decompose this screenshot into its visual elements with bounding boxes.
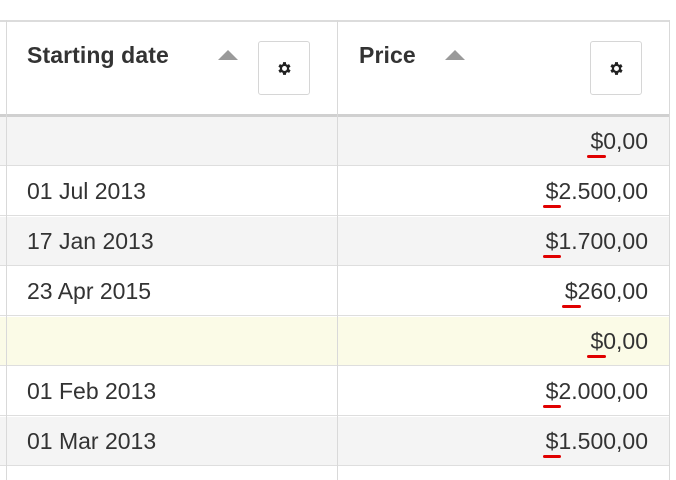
header-top-border xyxy=(0,20,670,22)
cell-price: $260,00 xyxy=(561,278,648,308)
currency-symbol: $ xyxy=(542,228,562,258)
price-amount: 2.500,00 xyxy=(558,178,648,204)
column-title-price: Price xyxy=(359,42,416,68)
cell-starting-date: 17 Jan 2013 xyxy=(27,228,154,254)
price-amount: 0,00 xyxy=(603,128,648,154)
cell-price: $2.000,00 xyxy=(542,378,648,408)
column-settings-button-price[interactable] xyxy=(590,41,642,95)
column-header-starting-date[interactable]: Starting date xyxy=(0,22,337,114)
price-amount: 1.500,00 xyxy=(558,428,648,454)
cell-starting-date: 01 Mar 2013 xyxy=(27,428,157,454)
table-row[interactable]: $0,00 xyxy=(0,117,670,166)
header-bottom-border xyxy=(0,114,670,117)
cell-starting-date: 01 Feb 2013 xyxy=(27,378,157,404)
table-row[interactable]: 23 Apr 2015 $260,00 xyxy=(0,267,670,316)
currency-symbol: $ xyxy=(542,378,562,408)
column-settings-button-starting-date[interactable] xyxy=(258,41,310,95)
column-title-starting-date: Starting date xyxy=(27,42,169,68)
price-amount: 1.700,00 xyxy=(558,228,648,254)
gear-icon xyxy=(609,61,623,75)
sort-ascending-icon[interactable] xyxy=(445,50,465,60)
currency-symbol: $ xyxy=(587,128,606,158)
cell-price: $0,00 xyxy=(587,328,648,358)
price-amount: 2.000,00 xyxy=(558,378,648,404)
column-header-price[interactable]: Price xyxy=(338,22,670,114)
cell-price: $1.500,00 xyxy=(542,428,648,458)
price-amount: 260,00 xyxy=(577,278,648,304)
table-row[interactable]: 01 Mar 2013 $1.500,00 xyxy=(0,417,670,466)
table-row[interactable]: 17 Jan 2013 $1.700,00 xyxy=(0,217,670,266)
column-divider[interactable] xyxy=(337,20,338,480)
table-row[interactable]: 01 Feb 2013 $2.000,00 xyxy=(0,367,670,416)
table-row[interactable]: 01 Jul 2013 $2.500,00 xyxy=(0,167,670,216)
currency-symbol: $ xyxy=(561,278,581,308)
currency-symbol: $ xyxy=(542,428,562,458)
cell-starting-date: 23 Apr 2015 xyxy=(27,278,152,304)
sort-ascending-icon[interactable] xyxy=(218,50,238,60)
price-amount: 0,00 xyxy=(603,328,648,354)
cell-starting-date: 01 Jul 2013 xyxy=(27,178,146,204)
grid-header: Starting date Price xyxy=(0,0,676,117)
cell-price: $0,00 xyxy=(587,128,648,158)
cell-price: $2.500,00 xyxy=(542,178,648,208)
currency-symbol: $ xyxy=(587,328,606,358)
table-row[interactable]: $0,00 xyxy=(0,317,670,366)
gear-icon xyxy=(277,61,291,75)
cell-price: $1.700,00 xyxy=(542,228,648,258)
column-divider xyxy=(669,20,670,480)
currency-symbol: $ xyxy=(542,178,562,208)
column-divider xyxy=(6,20,7,480)
